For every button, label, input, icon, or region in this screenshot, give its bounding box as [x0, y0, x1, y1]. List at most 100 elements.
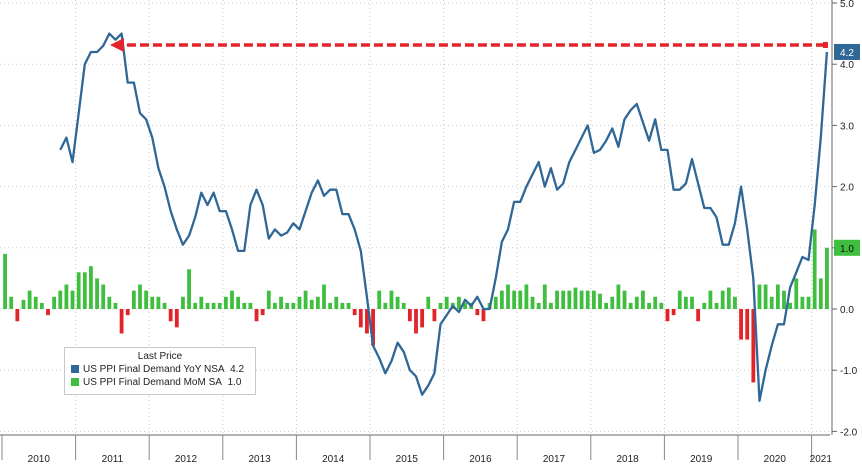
- y-tick-label: 3.0: [840, 121, 854, 132]
- mom-bar: [653, 296, 658, 309]
- mom-bar: [168, 309, 173, 322]
- x-year-label: 2010: [28, 454, 51, 465]
- mom-bar: [205, 302, 210, 309]
- x-year-label: 2016: [469, 454, 492, 465]
- mom-bar: [297, 296, 302, 309]
- mom-bar: [493, 296, 498, 309]
- mom-bar: [119, 309, 124, 334]
- y-tick-label: -2.0: [840, 427, 858, 438]
- last-tag-yoy-text: 4.2: [840, 48, 854, 59]
- mom-bar: [794, 278, 799, 309]
- mom-bar: [315, 296, 320, 309]
- mom-bar: [604, 302, 609, 309]
- mom-bar: [506, 284, 510, 309]
- mom-bar: [309, 299, 314, 309]
- mom-bar: [720, 290, 725, 309]
- mom-bar: [187, 269, 191, 309]
- mom-bar: [242, 302, 247, 309]
- mom-bar: [524, 284, 529, 309]
- mom-bar: [199, 296, 204, 309]
- mom-bar: [610, 296, 615, 309]
- mom-bar: [708, 290, 713, 309]
- mom-bar: [352, 309, 357, 316]
- annotation-arrow: [109, 37, 828, 52]
- y-tick-label: 5.0: [840, 0, 854, 10]
- mom-bar: [438, 302, 443, 309]
- mom-bar: [223, 296, 228, 309]
- mom-bar: [89, 266, 93, 309]
- mom-bar: [812, 229, 817, 309]
- mom-bar: [659, 302, 664, 309]
- last-value-tags: 4.2 1.0: [834, 43, 860, 256]
- last-tag-mom-text: 1.0: [840, 244, 854, 255]
- mom-bar: [751, 309, 756, 383]
- mom-bar: [641, 290, 645, 309]
- mom-bar: [591, 290, 596, 309]
- legend-label-yoy: US PPI Final Demand YoY NSA: [83, 364, 225, 375]
- x-year-label: 2021: [810, 454, 833, 465]
- mom-bar: [806, 296, 811, 309]
- mom-bar: [702, 302, 707, 309]
- mom-bar: [64, 284, 69, 309]
- mom-bar: [125, 309, 130, 316]
- mom-bar: [156, 296, 161, 309]
- x-year-label: 2014: [322, 454, 345, 465]
- mom-bar: [193, 302, 198, 309]
- mom-bar: [15, 309, 20, 322]
- mom-bar: [334, 296, 339, 309]
- yoy-line: [59, 32, 829, 402]
- y-tick-label: 2.0: [840, 183, 854, 194]
- legend-title: Last Price: [137, 351, 183, 362]
- mom-bar: [683, 296, 688, 309]
- mom-bar: [432, 309, 437, 322]
- mom-bar: [340, 302, 345, 309]
- mom-bar: [782, 290, 786, 309]
- mom-bar: [647, 302, 651, 309]
- mom-bar: [549, 302, 553, 309]
- mom-bar: [9, 296, 14, 309]
- mom-bar: [58, 290, 63, 309]
- mom-bar: [616, 284, 621, 309]
- mom-bar: [573, 287, 578, 309]
- mom-bar: [285, 302, 290, 309]
- mom-bar: [70, 290, 75, 309]
- legend-item-mom: US PPI Final Demand MoM SA 1.0: [71, 377, 241, 389]
- mom-bar: [95, 278, 99, 309]
- mom-bar: [254, 309, 259, 322]
- mom-bar: [585, 290, 590, 309]
- x-year-labels: 2010 2011 2012 2013 2014 2015 2016 2017 2018 2019…: [28, 454, 833, 465]
- mom-bar: [82, 272, 87, 309]
- mom-bar: [622, 290, 627, 309]
- legend-label-mom: US PPI Final Demand MoM SA: [83, 377, 222, 388]
- mom-bar: [389, 290, 394, 309]
- mom-bar: [677, 290, 682, 309]
- mom-bar: [3, 253, 7, 309]
- mom-bar: [444, 296, 449, 309]
- mom-bar: [248, 302, 253, 309]
- x-year-label: 2018: [616, 454, 639, 465]
- mom-bar: [365, 309, 369, 334]
- mom-bar: [27, 290, 32, 309]
- legend-value-mom: 1.0: [227, 377, 242, 388]
- last-tag-yoy: [834, 43, 860, 60]
- last-tag-mom: [834, 239, 860, 256]
- mom-bar: [457, 296, 461, 309]
- mom-bar: [800, 296, 805, 309]
- mom-bar: [395, 296, 400, 309]
- arrow-tail: [822, 41, 828, 48]
- mom-bar: [211, 302, 216, 309]
- mom-bar: [328, 302, 333, 309]
- mom-bar: [346, 302, 351, 309]
- mom-bar: [377, 290, 382, 309]
- mom-bar: [113, 302, 118, 309]
- mom-bar: [536, 302, 541, 309]
- mom-bar: [107, 296, 112, 309]
- mom-bar: [426, 296, 431, 309]
- mom-bar: [260, 309, 265, 316]
- mom-bar: [757, 284, 762, 309]
- mom-bar: [401, 302, 406, 309]
- mom-bar: [671, 309, 676, 316]
- legend-item-yoy: US PPI Final Demand YoY NSA 4.2: [71, 364, 244, 376]
- mom-bar: [518, 290, 523, 309]
